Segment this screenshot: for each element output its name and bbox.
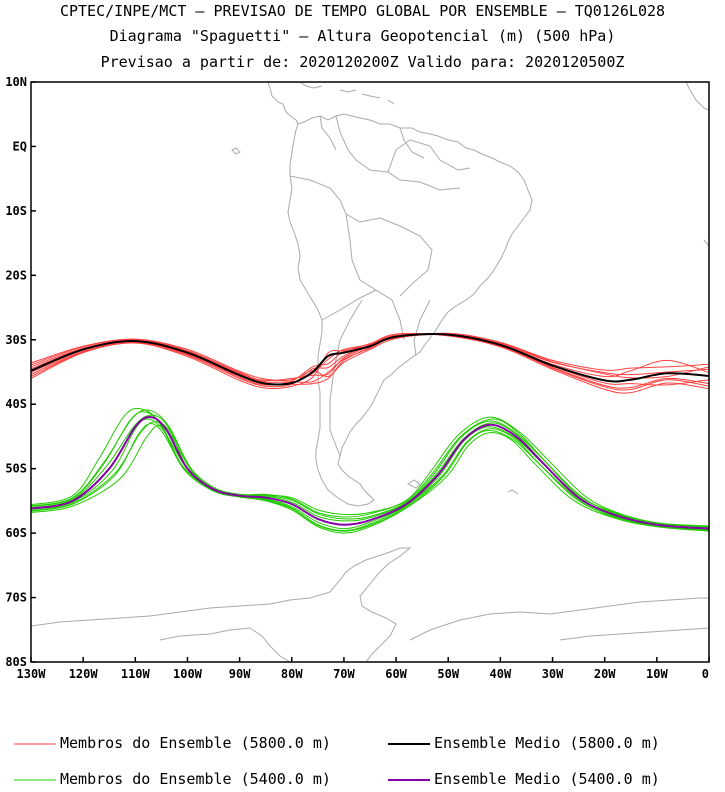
- lon-label: 50W: [437, 667, 459, 681]
- coast-antarctica-2: [159, 627, 291, 662]
- lon-label: 130W: [17, 667, 47, 681]
- border-1: [335, 115, 461, 191]
- coast-africa-2: [703, 239, 709, 247]
- lon-label: 0: [702, 667, 709, 681]
- coast-antarctica: [31, 547, 412, 662]
- contour-5400-mean: [31, 416, 709, 530]
- coast-south-georgia: [507, 489, 519, 495]
- legend-label: Ensemble Medio (5400.0 m): [434, 770, 660, 788]
- lat-label: 80S: [5, 655, 27, 669]
- lon-label: 80W: [281, 667, 303, 681]
- title-line-2: Diagrama "Spaguetti" — Altura Geopotenci…: [109, 27, 616, 45]
- lat-label: 10S: [5, 204, 27, 218]
- border-8: [329, 299, 363, 457]
- coast-galapagos: [231, 147, 241, 155]
- contour-5800-mean: [31, 333, 709, 386]
- lat-label: 20S: [5, 268, 27, 282]
- lon-label: 30W: [542, 667, 564, 681]
- lat-label: 50S: [5, 462, 27, 476]
- lat-label: 70S: [5, 591, 27, 605]
- lon-label: 40W: [490, 667, 512, 681]
- border-5: [359, 217, 433, 297]
- lat-label: 10N: [5, 75, 27, 89]
- contour-5800-member-1: [31, 333, 709, 383]
- border-6: [387, 139, 471, 173]
- border-4: [321, 289, 377, 321]
- contour-5800-member-2: [31, 333, 709, 389]
- border-9: [399, 127, 425, 159]
- coast-south-america: [287, 113, 533, 507]
- lat-label: 30S: [5, 333, 27, 347]
- legend-mean-5400: Ensemble Medio (5400.0 m): [434, 770, 660, 788]
- legend-label: Ensemble Medio (5800.0 m): [434, 734, 660, 752]
- coast-caribbean: [299, 82, 395, 105]
- coast-africa: [685, 82, 709, 111]
- contour-5400-member-4: [31, 424, 709, 534]
- coast-weddell: [409, 597, 709, 641]
- title-line-3: Previsao a partir de: 2020120200Z Valido…: [100, 53, 625, 71]
- lon-label: 120W: [69, 667, 99, 681]
- lon-label: 10W: [646, 667, 668, 681]
- contour-5800-member-8: [31, 333, 709, 391]
- title-line-1: CPTEC/INPE/MCT — PREVISAO DE TEMPO GLOBA…: [59, 2, 666, 20]
- contour-5400-member-3: [31, 407, 709, 527]
- border-7: [413, 299, 431, 357]
- contour-5800-member-3: [31, 332, 709, 381]
- lon-label: 60W: [385, 667, 407, 681]
- lat-label: EQ: [13, 139, 27, 153]
- axis-ticks: [30, 81, 710, 663]
- legend-mean-5800: Ensemble Medio (5800.0 m): [434, 734, 660, 752]
- contour-5800-member-4: [31, 332, 709, 394]
- coastlines: [31, 82, 709, 662]
- contour-5400-member-8: [31, 423, 709, 532]
- map-frame: [30, 81, 710, 663]
- legend-members-5400: Membros do Ensemble (5400.0 m): [60, 770, 331, 788]
- contour-5400-member-7: [31, 409, 709, 528]
- legend-label: Membros do Ensemble (5400.0 m): [60, 770, 331, 788]
- border-2: [289, 175, 361, 223]
- lat-label: 40S: [5, 397, 27, 411]
- border-10: [319, 115, 337, 151]
- lon-label: 100W: [173, 667, 203, 681]
- border-3: [345, 213, 405, 341]
- legend-label: Membros do Ensemble (5800.0 m): [60, 734, 331, 752]
- legend-members-5800: Membros do Ensemble (5800.0 m): [60, 734, 331, 752]
- coast-antarctica-3: [559, 627, 709, 641]
- coast-central-america: [267, 82, 299, 125]
- lat-label: 60S: [5, 526, 27, 540]
- lon-label: 90W: [229, 667, 251, 681]
- contour-5800-member-6: [31, 333, 709, 386]
- lon-label: 110W: [121, 667, 151, 681]
- contour-5800-member-7: [31, 333, 709, 385]
- lon-label: 20W: [594, 667, 616, 681]
- coast-falklands: [407, 479, 421, 489]
- lon-label: 70W: [333, 667, 355, 681]
